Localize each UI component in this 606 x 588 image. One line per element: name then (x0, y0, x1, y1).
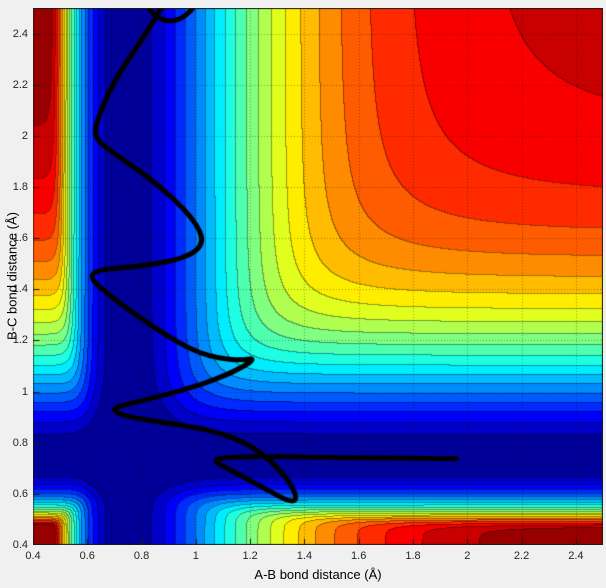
x-tick-label: 2 (464, 550, 471, 562)
y-tick-label: 1.8 (12, 181, 28, 193)
y-axis-label: B-C bond distance (Å) (4, 212, 20, 340)
y-tick-label: 2.2 (12, 78, 28, 91)
y-tick-label: 0.6 (12, 487, 28, 500)
plot-area (33, 8, 603, 545)
y-tick-label: 2 (21, 129, 28, 142)
x-axis-label: A-B bond distance (Å) (254, 567, 382, 582)
x-tick-label: 1.2 (242, 550, 258, 562)
x-tick-label: 1.4 (296, 550, 313, 562)
x-tick-label: 0.6 (79, 550, 95, 562)
pes-contour-canvas (33, 8, 603, 545)
y-tick-label: 1.6 (12, 232, 28, 245)
x-tick-label: 1.8 (405, 550, 421, 562)
x-tick-label: 0.4 (25, 550, 41, 562)
x-tick-label: 1.6 (351, 550, 367, 562)
y-tick-label: 1.4 (12, 283, 28, 296)
y-tick-label: 1 (21, 385, 28, 398)
x-tick-label: 2.2 (513, 550, 530, 562)
y-tick-label: 0.4 (12, 539, 28, 551)
x-tick-label: 2.4 (568, 550, 584, 562)
y-tick-label: 0.8 (12, 436, 28, 449)
y-tick-label: 1.2 (12, 334, 28, 347)
x-tick-label: 0.8 (133, 550, 150, 562)
x-tick-label: 1 (192, 550, 199, 562)
y-tick-label: 2.4 (12, 27, 28, 40)
